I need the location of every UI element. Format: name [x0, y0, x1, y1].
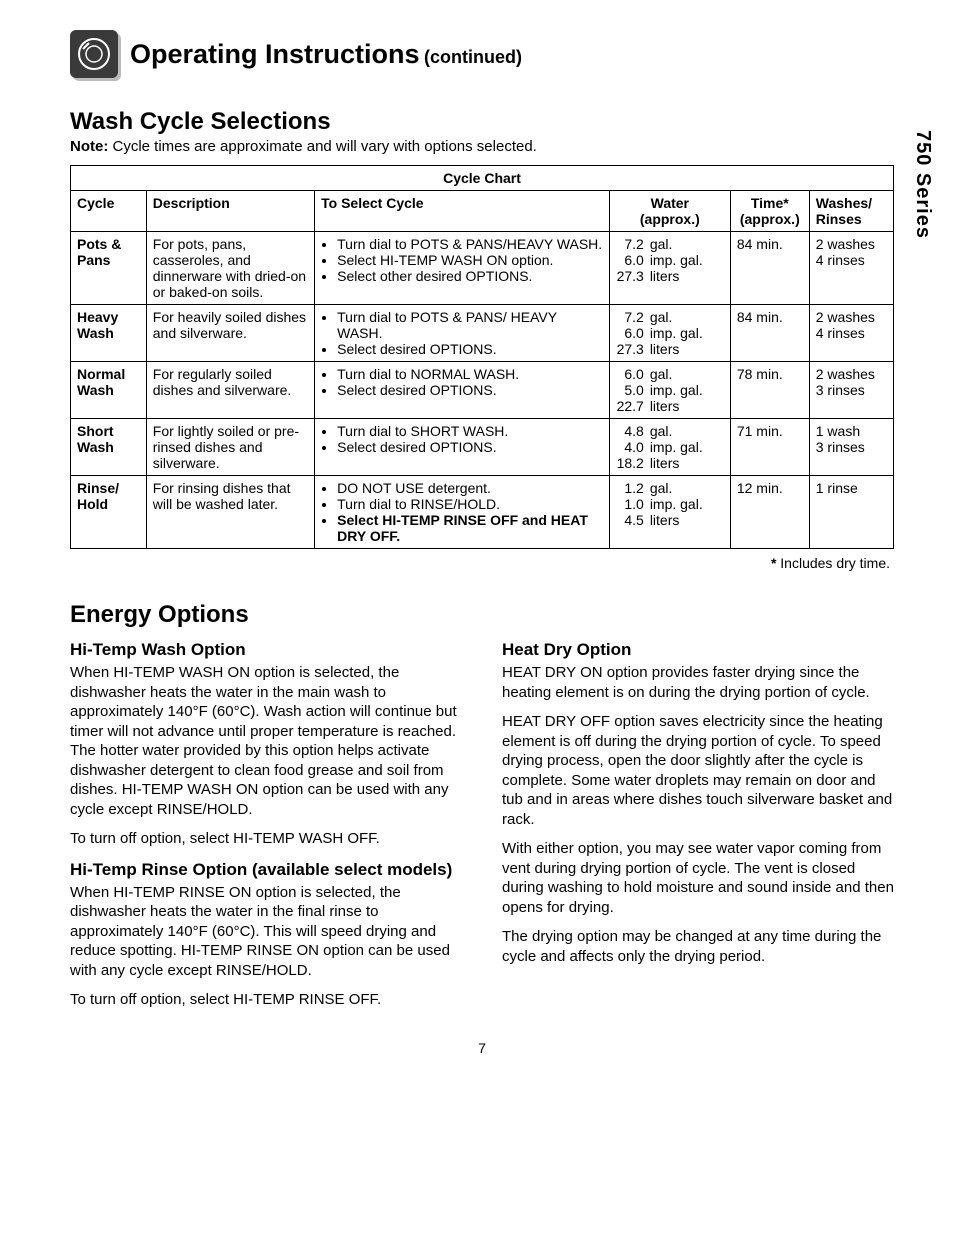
th-description: Description [146, 191, 314, 232]
select-step: Select desired OPTIONS. [337, 341, 603, 357]
heat-dry-p4: The drying option may be changed at any … [502, 927, 894, 966]
page-number: 7 [70, 1040, 894, 1056]
heat-dry-heading: Heat Dry Option [502, 639, 894, 661]
select-step: Select HI-TEMP WASH ON option. [337, 252, 603, 268]
cycle-name-cell: NormalWash [71, 362, 147, 419]
th-water: Water (approx.) [609, 191, 730, 232]
wash-cycle-note: Note: Cycle times are approximate and wi… [70, 138, 894, 155]
to-select-cell: Turn dial to SHORT WASH.Select desired O… [315, 419, 610, 476]
th-cycle: Cycle [71, 191, 147, 232]
washes-rinses-cell: 2 washes3 rinses [809, 362, 893, 419]
cycle-name-cell: Pots &Pans [71, 232, 147, 305]
time-cell: 12 min. [730, 476, 809, 549]
water-cell: 7.2gal.6.0imp. gal.27.3liters [609, 232, 730, 305]
table-row: Pots &PansFor pots, pans, casseroles, an… [71, 232, 894, 305]
heat-dry-p2: HEAT DRY OFF option saves electricity si… [502, 712, 894, 829]
hi-temp-rinse-heading: Hi-Temp Rinse Option (available select m… [70, 859, 462, 881]
page-header: Operating Instructions (continued) [70, 30, 894, 78]
select-step: Turn dial to NORMAL WASH. [337, 366, 603, 382]
dishwasher-icon [70, 30, 118, 78]
water-cell: 6.0gal.5.0imp. gal.22.7liters [609, 362, 730, 419]
select-step: Select other desired OPTIONS. [337, 268, 603, 284]
table-footnote: * Includes dry time. [70, 555, 894, 571]
water-cell: 1.2gal.1.0imp. gal.4.5liters [609, 476, 730, 549]
hi-temp-wash-heading: Hi-Temp Wash Option [70, 639, 462, 661]
series-tab: 750 Series [911, 130, 934, 239]
page-title: Operating Instructions [130, 39, 420, 69]
left-column: Hi-Temp Wash Option When HI-TEMP WASH ON… [70, 635, 462, 1020]
description-cell: For lightly soiled or pre-rinsed dishes … [146, 419, 314, 476]
table-row: HeavyWashFor heavily soiled dishes and s… [71, 305, 894, 362]
to-select-cell: Turn dial to POTS & PANS/ HEAVY WASH.Sel… [315, 305, 610, 362]
water-cell: 7.2gal.6.0imp. gal.27.3liters [609, 305, 730, 362]
description-cell: For pots, pans, casseroles, and dinnerwa… [146, 232, 314, 305]
time-cell: 84 min. [730, 305, 809, 362]
select-step: DO NOT USE detergent. [337, 480, 603, 496]
to-select-cell: DO NOT USE detergent.Turn dial to RINSE/… [315, 476, 610, 549]
th-time: Time* (approx.) [730, 191, 809, 232]
table-row: Rinse/HoldFor rinsing dishes that will b… [71, 476, 894, 549]
note-label: Note: [70, 138, 108, 155]
select-step: Select HI-TEMP RINSE OFF and HEAT DRY OF… [337, 512, 603, 544]
cycle-name-cell: ShortWash [71, 419, 147, 476]
th-to-select: To Select Cycle [315, 191, 610, 232]
energy-options-columns: Hi-Temp Wash Option When HI-TEMP WASH ON… [70, 635, 894, 1020]
select-step: Turn dial to RINSE/HOLD. [337, 496, 603, 512]
table-row: ShortWashFor lightly soiled or pre-rinse… [71, 419, 894, 476]
note-text: Cycle times are approximate and will var… [108, 138, 537, 155]
description-cell: For rinsing dishes that will be washed l… [146, 476, 314, 549]
time-cell: 71 min. [730, 419, 809, 476]
cycle-name-cell: HeavyWash [71, 305, 147, 362]
chart-title: Cycle Chart [71, 166, 894, 191]
hi-temp-rinse-p2: To turn off option, select HI-TEMP RINSE… [70, 990, 462, 1010]
wash-cycle-heading: Wash Cycle Selections [70, 108, 894, 136]
page-title-continued: (continued) [424, 47, 522, 67]
right-column: Heat Dry Option HEAT DRY ON option provi… [502, 635, 894, 1020]
description-cell: For heavily soiled dishes and silverware… [146, 305, 314, 362]
time-cell: 84 min. [730, 232, 809, 305]
time-cell: 78 min. [730, 362, 809, 419]
washes-rinses-cell: 1 rinse [809, 476, 893, 549]
table-row: NormalWashFor regularly soiled dishes an… [71, 362, 894, 419]
to-select-cell: Turn dial to POTS & PANS/HEAVY WASH.Sele… [315, 232, 610, 305]
select-step: Turn dial to POTS & PANS/HEAVY WASH. [337, 236, 603, 252]
heat-dry-p3: With either option, you may see water va… [502, 839, 894, 917]
th-washes-rinses: Washes/ Rinses [809, 191, 893, 232]
select-step: Select desired OPTIONS. [337, 382, 603, 398]
hi-temp-wash-p2: To turn off option, select HI-TEMP WASH … [70, 829, 462, 849]
select-step: Select desired OPTIONS. [337, 439, 603, 455]
cycle-name-cell: Rinse/Hold [71, 476, 147, 549]
heat-dry-p1: HEAT DRY ON option provides faster dryin… [502, 663, 894, 702]
energy-options-heading: Energy Options [70, 601, 894, 629]
water-cell: 4.8gal.4.0imp. gal.18.2liters [609, 419, 730, 476]
select-step: Turn dial to POTS & PANS/ HEAVY WASH. [337, 309, 603, 341]
description-cell: For regularly soiled dishes and silverwa… [146, 362, 314, 419]
washes-rinses-cell: 1 wash3 rinses [809, 419, 893, 476]
select-step: Turn dial to SHORT WASH. [337, 423, 603, 439]
washes-rinses-cell: 2 washes4 rinses [809, 305, 893, 362]
to-select-cell: Turn dial to NORMAL WASH.Select desired … [315, 362, 610, 419]
hi-temp-rinse-p1: When HI-TEMP RINSE ON option is selected… [70, 883, 462, 981]
cycle-chart-table: Cycle Chart Cycle Description To Select … [70, 165, 894, 549]
washes-rinses-cell: 2 washes4 rinses [809, 232, 893, 305]
hi-temp-wash-p1: When HI-TEMP WASH ON option is selected,… [70, 663, 462, 819]
